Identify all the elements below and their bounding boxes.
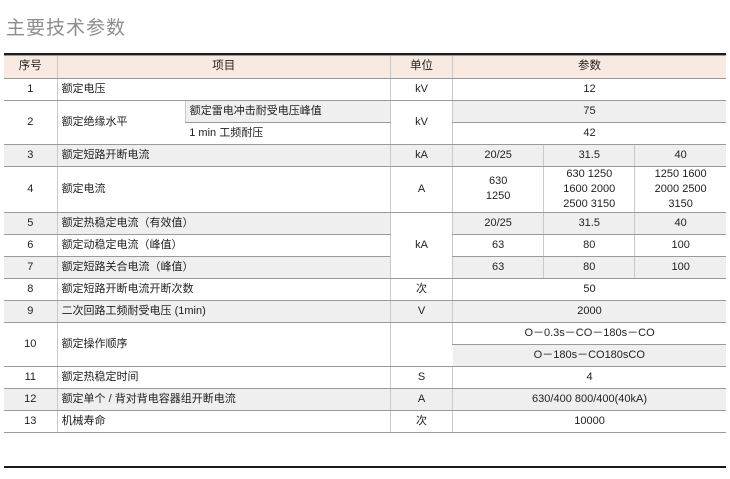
row-item: 额定短路关合电流（峰值） — [56, 255, 391, 279]
row-no: 11 — [4, 365, 58, 389]
table-row: 11 额定热稳定时间 S 4 — [4, 365, 726, 389]
row-item: 额定动稳定电流（峰值） — [56, 233, 391, 257]
row-param-3: 100 — [634, 255, 726, 279]
table-row: 1 额定电压 kV 12 — [4, 78, 726, 101]
row-param-1: 63 — [452, 255, 544, 279]
row-param: 42 — [452, 122, 726, 145]
row-subitem: 额定雷电冲击耐受电压峰值 — [184, 100, 391, 123]
row-unit: kV — [390, 100, 453, 145]
row-item: 额定电压 — [56, 78, 391, 101]
table-row: 1 min 工频耐压 42 — [4, 122, 726, 145]
table-row: 3 额定短路开断电流 kA 20/25 31.5 40 — [4, 144, 726, 167]
row-unit: kA — [390, 144, 453, 167]
row-param-2: 31.5 — [543, 211, 635, 235]
row-param-2: 630 1250 1600 2000 2500 3150 — [543, 166, 635, 213]
row-item: 额定绝缘水平 — [56, 100, 186, 145]
row-no: 1 — [4, 78, 58, 101]
table-row: 12 额定单个 / 背对背电容器组开断电流 A 630/400 800/400(… — [4, 387, 726, 411]
row-param: 4 — [452, 365, 726, 389]
row-no: 6 — [4, 233, 58, 257]
row-item: 额定电流 — [56, 166, 391, 213]
row-item: 额定操作顺序 — [56, 321, 391, 367]
row-no: 12 — [4, 387, 58, 411]
table-header: 序号 项目 单位 参数 — [4, 55, 726, 79]
row-param-3: 1250 1600 2000 2500 3150 — [634, 166, 726, 213]
table-row: 2 额定绝缘水平 额定雷电冲击耐受电压峰值 kV 75 — [4, 100, 726, 145]
column-header-unit: 单位 — [390, 55, 453, 79]
row-item: 机械寿命 — [56, 409, 391, 433]
row-param: 75 — [452, 100, 726, 123]
row-no: 13 — [4, 409, 58, 433]
row-no: 5 — [4, 211, 58, 235]
table-row: 6 额定动稳定电流（峰值） 63 80 100 — [4, 233, 726, 257]
row-item: 二次回路工频耐受电压 (1min) — [56, 299, 391, 323]
row-unit: S — [390, 365, 453, 389]
row-param: 2000 — [452, 299, 726, 323]
row-unit: V — [390, 299, 453, 323]
technical-parameters-table: 序号 项目 单位 参数 1 额定电压 kV 12 2 额定绝缘水平 额定雷电冲击… — [4, 55, 726, 433]
row-item: 额定短路开断电流 — [56, 144, 391, 167]
page-title: 主要技术参数 — [6, 18, 127, 39]
column-header-item: 项目 — [56, 55, 391, 79]
row-unit — [390, 321, 453, 367]
row-param-3: 40 — [634, 144, 726, 167]
table-row: 5 额定热稳定电流（有效值） kA 20/25 31.5 40 — [4, 211, 726, 279]
table-row: O－180s－CO180sCO — [4, 343, 726, 367]
row-unit: kA — [390, 211, 453, 279]
row-unit: 次 — [390, 409, 453, 433]
table-row: 9 二次回路工频耐受电压 (1min) V 2000 — [4, 299, 726, 323]
row-param: 630/400 800/400(40kA) — [452, 387, 726, 411]
table-row: 4 额定电流 A 630 1250 630 1250 1600 2000 2500 3… — [4, 166, 726, 213]
row-param-line-1: O－0.3s－CO－180s－CO — [452, 321, 726, 345]
table-row: 13 机械寿命 次 10000 — [4, 409, 726, 433]
row-param-1: 630 1250 — [452, 166, 544, 213]
row-param-2: 31.5 — [543, 144, 635, 167]
row-param-1: 63 — [452, 233, 544, 257]
table-header-row: 序号 项目 单位 参数 — [4, 55, 726, 79]
table-bottom-rule — [4, 466, 726, 468]
table-row: 10 额定操作顺序 O－0.3s－CO－180s－CO — [4, 321, 726, 367]
column-header-param: 参数 — [452, 55, 726, 79]
row-param: 12 — [452, 78, 726, 101]
row-no: 4 — [4, 166, 58, 213]
row-no: 10 — [4, 321, 58, 367]
row-no: 3 — [4, 144, 58, 167]
table-row: 7 额定短路关合电流（峰值） 63 80 100 — [4, 255, 726, 279]
row-param-2: 80 — [543, 255, 635, 279]
row-param-3: 40 — [634, 211, 726, 235]
row-no: 2 — [4, 100, 58, 145]
row-unit: A — [390, 387, 453, 411]
row-item: 额定热稳定时间 — [56, 365, 391, 389]
row-unit: 次 — [390, 277, 453, 301]
table-top-rule — [4, 53, 726, 55]
row-param: 50 — [452, 277, 726, 301]
row-param-2: 80 — [543, 233, 635, 257]
row-param-3: 100 — [634, 233, 726, 257]
row-subitem: 1 min 工频耐压 — [185, 122, 391, 145]
row-unit: kV — [390, 78, 453, 101]
column-header-no: 序号 — [4, 55, 58, 79]
row-param: 10000 — [452, 409, 726, 433]
row-no: 7 — [4, 255, 58, 279]
row-param-1: 20/25 — [452, 211, 544, 235]
row-no: 8 — [4, 277, 58, 301]
table-body: 1 额定电压 kV 12 2 额定绝缘水平 额定雷电冲击耐受电压峰值 kV 75… — [4, 78, 726, 433]
row-no: 9 — [4, 299, 58, 323]
row-item: 额定短路开断电流开断次数 — [56, 277, 391, 301]
table-row: 8 额定短路开断电流开断次数 次 50 — [4, 277, 726, 301]
row-item: 额定热稳定电流（有效值） — [56, 211, 391, 235]
row-unit: A — [390, 166, 453, 213]
row-param-1: 20/25 — [452, 144, 544, 167]
row-item: 额定单个 / 背对背电容器组开断电流 — [56, 387, 391, 411]
row-param-line-2: O－180s－CO180sCO — [452, 343, 726, 367]
